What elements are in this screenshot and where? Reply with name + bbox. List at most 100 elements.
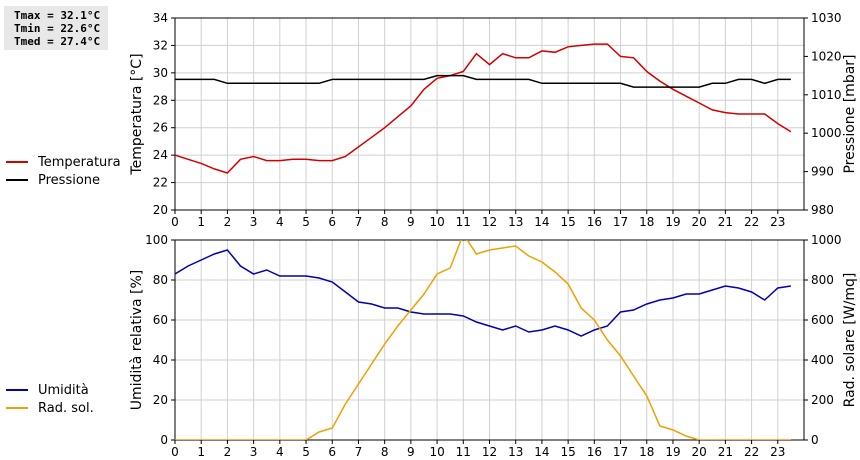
legend-swatch-blue: [6, 389, 28, 391]
x-tick-label: 18: [639, 445, 654, 459]
y-left-tick-label: 34: [153, 11, 168, 25]
y-right-tick-label: 1010: [811, 88, 842, 102]
x-tick-label: 9: [407, 445, 415, 459]
legend-item-rad-sol: Rad. sol.: [6, 399, 94, 417]
legend-swatch-red: [6, 161, 28, 163]
x-tick-label: 14: [534, 445, 549, 459]
x-tick-label: 2: [224, 445, 232, 459]
y-right-tick-label: 1000: [811, 126, 842, 140]
x-tick-label: 19: [665, 445, 680, 459]
x-tick-label: 8: [381, 445, 389, 459]
y-left-tick-label: 20: [153, 203, 168, 217]
x-tick-label: 21: [718, 445, 733, 459]
stats-box: Tmax = 32.1°C Tmin = 22.6°C Tmed = 27.4°…: [4, 6, 108, 50]
y-right-tick-label: 1030: [811, 11, 842, 25]
y-left-tick-label: 40: [153, 353, 168, 367]
plot-frame: [174, 239, 805, 441]
y-left-tick-label: 22: [153, 176, 168, 190]
x-tick-label: 5: [302, 215, 310, 229]
x-tick-label: 9: [407, 215, 415, 229]
tmin-label: Tmin = 22.6°C: [14, 22, 101, 35]
legend-label: Umidità: [38, 382, 89, 398]
x-tick-label: 0: [171, 215, 179, 229]
x-tick-label: 5: [302, 445, 310, 459]
x-tick-label: 7: [355, 215, 363, 229]
x-tick-label: 17: [613, 215, 628, 229]
y-left-tick-label: 26: [153, 121, 168, 135]
y-left-axis-title: Umidità relativa [%]: [129, 270, 145, 411]
y-left-tick-label: 32: [153, 38, 168, 52]
x-tick-label: 21: [718, 215, 733, 229]
x-tick-label: 15: [560, 445, 575, 459]
series-line-pressione: [175, 74, 791, 88]
tmed-label: Tmed = 27.4°C: [14, 35, 101, 48]
x-tick-label: 0: [171, 445, 179, 459]
x-tick-label: 1: [197, 215, 205, 229]
x-tick-label: 16: [587, 215, 602, 229]
x-tick-label: 23: [770, 445, 785, 459]
x-tick-label: 23: [770, 215, 785, 229]
legend-top: Temperatura Pressione: [6, 153, 121, 189]
y-left-tick-label: 0: [160, 433, 168, 447]
legend-label: Rad. sol.: [38, 400, 94, 416]
y-right-axis-title: Pressione [mbar]: [842, 54, 858, 173]
y-right-tick-label: 600: [811, 313, 834, 327]
y-left-tick-label: 80: [153, 273, 168, 287]
x-tick-label: 20: [692, 445, 707, 459]
series-line-temperatura: [175, 43, 792, 174]
x-tick-label: 11: [456, 215, 471, 229]
y-right-tick-label: 1000: [811, 233, 842, 247]
x-tick-label: 3: [250, 445, 258, 459]
y-left-tick-label: 30: [153, 66, 168, 80]
y-left-tick-label: 20: [153, 393, 168, 407]
x-tick-label: 4: [276, 215, 284, 229]
x-tick-label: 4: [276, 445, 284, 459]
y-right-tick-label: 980: [811, 203, 834, 217]
x-tick-label: 10: [429, 445, 444, 459]
y-left-tick-label: 24: [153, 148, 168, 162]
x-tick-label: 17: [613, 445, 628, 459]
x-tick-label: 6: [328, 215, 336, 229]
x-tick-label: 14: [534, 215, 549, 229]
humidity-radiation-chart: 0 1 2 3 4 5 6 7 8 9 10 11 12 13 14 15 16 17 18 19 20 21 22 2302…: [129, 233, 858, 459]
y-left-axis-title: Temperatura [°C]: [129, 53, 145, 175]
legend-swatch-orange: [6, 407, 28, 409]
y-right-tick-label: 1020: [811, 49, 842, 63]
y-right-tick-label: 0: [811, 433, 819, 447]
x-tick-label: 12: [482, 445, 497, 459]
y-right-tick-label: 800: [811, 273, 834, 287]
x-tick-label: 8: [381, 215, 389, 229]
plot-frame: [174, 17, 805, 211]
legend-item-umidita: Umidità: [6, 381, 94, 399]
x-tick-label: 2: [224, 215, 232, 229]
series-line-rad-sol: [175, 240, 791, 440]
legend-label: Temperatura: [38, 154, 121, 170]
x-tick-label: 13: [508, 445, 523, 459]
legend-item-pressione: Pressione: [6, 171, 121, 189]
legend-swatch-black: [6, 179, 28, 181]
x-tick-label: 20: [692, 215, 707, 229]
temperature-pressure-chart: 0 1 2 3 4 5 6 7 8 9 10 11 12 13 14 15 16 17 18 19 20 21 22 2320…: [129, 11, 858, 229]
x-tick-label: 15: [560, 215, 575, 229]
y-left-tick-label: 28: [153, 93, 168, 107]
x-tick-label: 16: [587, 445, 602, 459]
x-tick-label: 7: [355, 445, 363, 459]
y-right-tick-label: 200: [811, 393, 834, 407]
legend-item-temperatura: Temperatura: [6, 153, 121, 171]
y-right-tick-label: 400: [811, 353, 834, 367]
y-left-tick-label: 100: [145, 233, 168, 247]
legend-label: Pressione: [38, 172, 101, 188]
x-tick-label: 22: [744, 215, 759, 229]
x-tick-label: 1: [197, 445, 205, 459]
x-tick-label: 13: [508, 215, 523, 229]
tmax-label: Tmax = 32.1°C: [14, 9, 101, 22]
series-line-umidit: [175, 249, 792, 337]
x-tick-label: 11: [456, 445, 471, 459]
y-right-axis-title: Rad. solare [W/mq]: [842, 273, 858, 408]
x-tick-label: 10: [429, 215, 444, 229]
y-right-tick-label: 990: [811, 165, 834, 179]
x-tick-label: 19: [665, 215, 680, 229]
y-left-tick-label: 60: [153, 313, 168, 327]
x-tick-label: 6: [328, 445, 336, 459]
